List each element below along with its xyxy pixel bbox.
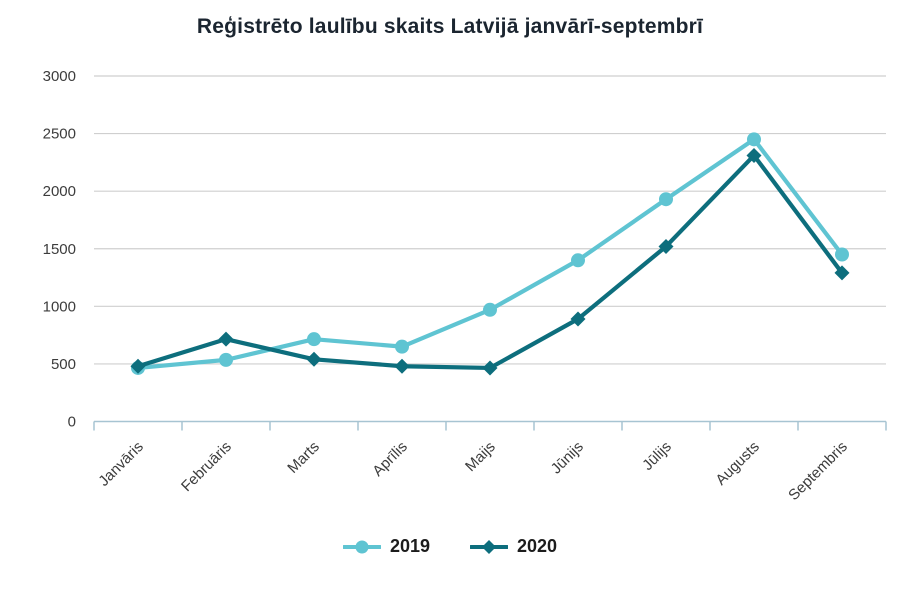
x-axis-tick-label: Septembris [785, 438, 851, 504]
data-point-diamond-2020 [570, 311, 586, 327]
legend-diamond-marker [482, 539, 496, 554]
y-axis-tick-label: 2500 [43, 126, 76, 143]
x-axis-tick-label: Jūnijs [548, 438, 587, 477]
y-axis-tick-label: 1000 [43, 298, 76, 315]
data-point-circle-2019 [747, 132, 761, 147]
data-point-diamond-2020 [658, 238, 674, 254]
legend-label: 2019 [389, 536, 430, 556]
data-point-diamond-2020 [482, 360, 498, 376]
x-axis-tick-label: Jūlijs [639, 438, 675, 474]
data-point-circle-2019 [483, 302, 497, 317]
y-axis-tick-label: 3000 [43, 68, 76, 85]
legend-item-2019: 2019 [342, 536, 430, 557]
legend-label: 2020 [517, 536, 558, 556]
x-axis-tick-label: Aprīlis [369, 438, 410, 479]
data-point-diamond-2020 [834, 265, 850, 281]
legend-item-2020: 2020 [470, 536, 557, 557]
x-axis-tick-label: Augusts [712, 438, 762, 488]
data-point-diamond-2020 [306, 351, 322, 367]
data-point-circle-2019 [219, 352, 233, 367]
data-point-diamond-2020 [130, 358, 146, 374]
y-axis-tick-label: 0 [68, 414, 76, 431]
data-point-circle-2019 [395, 339, 409, 354]
chart-legend: 2019 2020 [0, 536, 900, 557]
x-axis-tick-label: Februāris [178, 438, 235, 495]
data-point-diamond-2020 [218, 331, 234, 347]
y-axis-tick-label: 2000 [43, 183, 76, 200]
chart-svg: 0 500 1000 1500 2000 2500 3000 Janvāris Februāri… [43, 68, 887, 504]
data-point-circle-2019 [571, 253, 585, 268]
legend-circle-marker [355, 540, 369, 553]
series-line-2020 [135, 153, 845, 371]
legend-marker-icon-diamond [470, 539, 508, 554]
data-point-diamond-2020 [394, 358, 410, 374]
x-axis-tick-label: Janvāris [95, 438, 147, 490]
y-axis-tick-label: 500 [51, 356, 76, 373]
data-point-circle-2019 [835, 247, 849, 262]
data-point-diamond-2020 [746, 147, 762, 163]
y-axis-tick-label: 1500 [43, 241, 76, 258]
x-axis-tick-label: Maijs [462, 438, 499, 475]
data-point-circle-2019 [307, 332, 321, 347]
legend-marker-icon-circle [342, 540, 381, 553]
x-axis-tick-label: Marts [284, 438, 323, 477]
chart-title: Reģistrēto laulību skaits Latvijā janvār… [196, 15, 704, 38]
data-point-circle-2019 [659, 192, 673, 207]
